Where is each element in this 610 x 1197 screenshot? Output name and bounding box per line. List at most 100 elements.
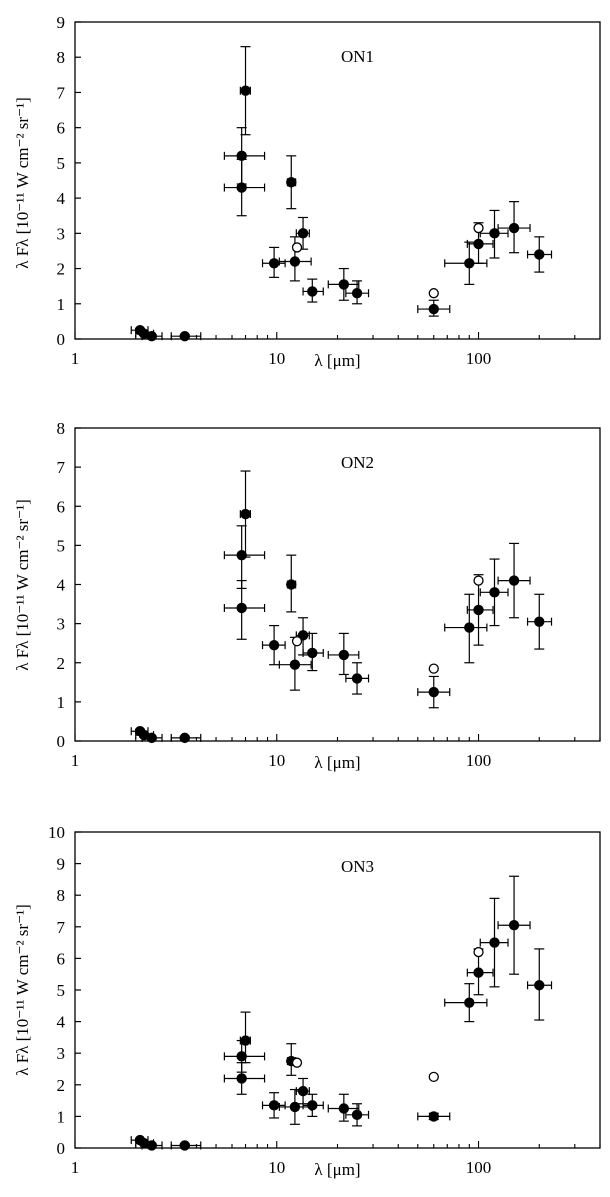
y-tick-label: 4 xyxy=(57,1013,66,1032)
y-tick-label: 4 xyxy=(57,189,66,208)
y-tick-label: 10 xyxy=(48,823,65,842)
open-marker xyxy=(428,1071,439,1083)
data-point xyxy=(170,732,202,744)
filled-marker xyxy=(289,1101,301,1113)
y-tick-label: 6 xyxy=(57,119,66,138)
filled-marker xyxy=(236,182,247,193)
filled-marker xyxy=(236,602,247,614)
filled-marker xyxy=(508,920,520,931)
y-tick-label: 5 xyxy=(57,154,66,173)
filled-marker xyxy=(179,732,190,744)
data-point xyxy=(327,267,360,301)
open-marker xyxy=(291,636,303,647)
y-tick-label: 8 xyxy=(57,48,66,67)
x-tick-label: 10 xyxy=(268,751,285,770)
filled-marker xyxy=(240,85,251,96)
y-tick-label: 6 xyxy=(57,497,66,516)
y-tick-label: 1 xyxy=(57,295,66,314)
open-marker xyxy=(473,222,484,234)
y-tick-label: 9 xyxy=(57,855,66,874)
y-tick-label: 3 xyxy=(57,615,66,634)
filled-marker xyxy=(428,303,439,315)
filled-marker xyxy=(464,622,475,633)
plot-frame xyxy=(74,427,601,742)
data-point xyxy=(497,875,531,975)
y-tick-label: 3 xyxy=(57,224,66,243)
filled-marker xyxy=(297,1085,309,1097)
data-point xyxy=(223,127,266,185)
x-tick-label: 1 xyxy=(71,751,80,770)
y-tick-label: 9 xyxy=(57,13,66,32)
filled-marker xyxy=(534,980,545,991)
x-tick-label: 100 xyxy=(466,1158,492,1177)
data-point xyxy=(345,1103,370,1127)
filled-marker xyxy=(464,997,475,1008)
data-point xyxy=(223,1039,266,1073)
data-point xyxy=(286,554,297,613)
data-point xyxy=(286,1043,297,1076)
x-axis-label: λ [μm] xyxy=(314,351,360,370)
filled-marker xyxy=(240,508,251,520)
y-tick-label: 2 xyxy=(57,654,66,673)
open-marker xyxy=(473,946,484,958)
data-point xyxy=(261,246,286,278)
filled-marker xyxy=(351,673,363,684)
data-point xyxy=(239,46,251,136)
data-point xyxy=(302,278,324,303)
x-tick-label: 100 xyxy=(466,751,492,770)
y-tick-label: 4 xyxy=(57,576,66,595)
data-point xyxy=(261,1092,286,1119)
open-marker xyxy=(291,242,303,253)
data-point xyxy=(141,1140,163,1151)
plot-frame xyxy=(74,21,601,340)
filled-marker xyxy=(428,1111,439,1122)
data-point xyxy=(497,542,531,619)
data-point xyxy=(417,299,451,317)
filled-marker xyxy=(268,639,280,651)
data-point xyxy=(345,662,370,695)
filled-marker xyxy=(534,249,545,260)
filled-marker xyxy=(338,279,350,290)
filled-marker xyxy=(338,649,350,661)
data-point xyxy=(417,675,451,709)
data-point xyxy=(444,593,488,664)
filled-marker xyxy=(236,150,247,162)
y-tick-label: 1 xyxy=(57,1107,66,1126)
data-point xyxy=(170,1140,202,1151)
open-marker xyxy=(473,575,484,586)
filled-marker xyxy=(351,1109,363,1121)
filled-marker xyxy=(489,228,500,239)
data-point xyxy=(497,201,531,254)
data-point xyxy=(278,1088,312,1125)
y-tick-label: 5 xyxy=(57,981,66,1000)
data-point xyxy=(286,155,297,210)
data-point xyxy=(223,579,266,640)
data-point xyxy=(526,236,553,273)
data-point xyxy=(526,593,553,650)
y-tick-label: 8 xyxy=(57,886,66,905)
filled-marker xyxy=(268,1100,280,1111)
filled-marker xyxy=(508,575,520,586)
y-tick-label: 0 xyxy=(57,732,66,751)
filled-marker xyxy=(351,288,363,299)
filled-marker xyxy=(307,647,318,659)
filled-marker xyxy=(338,1103,350,1114)
x-tick-label: 10 xyxy=(268,1158,285,1177)
filled-marker xyxy=(307,1100,318,1111)
data-point xyxy=(327,1093,360,1122)
open-marker xyxy=(291,1057,303,1068)
filled-marker xyxy=(146,1140,157,1151)
panel-title: ON2 xyxy=(341,453,374,472)
y-tick-label: 7 xyxy=(57,458,66,477)
filled-marker xyxy=(286,579,297,590)
data-point xyxy=(417,1111,451,1122)
y-axis-label: λ Fλ [10⁻¹¹ W cm⁻² sr⁻¹] xyxy=(13,97,32,269)
y-tick-label: 1 xyxy=(57,693,66,712)
filled-marker xyxy=(473,604,484,616)
y-tick-label: 5 xyxy=(57,536,66,555)
filled-marker xyxy=(240,1035,251,1046)
data-point xyxy=(278,636,312,691)
